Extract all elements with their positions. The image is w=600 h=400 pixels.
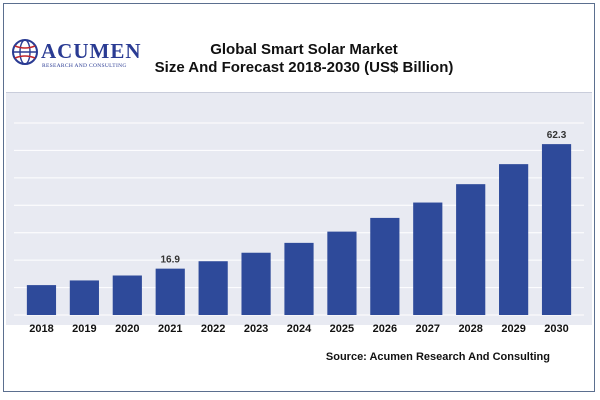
bar-2026 xyxy=(370,217,400,315)
x-tick-label-2030: 2030 xyxy=(544,323,568,335)
logo-tagline: RESEARCH AND CONSULTING xyxy=(42,63,127,69)
x-tick-label-2022: 2022 xyxy=(201,323,225,335)
x-tick-label-2026: 2026 xyxy=(373,323,397,335)
chart-title: Global Smart Solar Market Size And Forec… xyxy=(154,41,454,77)
data-label-2021: 16.9 xyxy=(160,255,180,266)
logo-wordmark: ACUMEN xyxy=(41,39,142,63)
source-note: Source: Acumen Research And Consulting xyxy=(325,351,550,363)
chart-frame: ACUMEN RESEARCH AND CONSULTING Global Sm… xyxy=(3,3,595,392)
bar-2030 xyxy=(541,144,572,315)
company-logo: ACUMEN RESEARCH AND CONSULTING xyxy=(11,36,141,76)
chart-title-line-1: Global Smart Solar Market xyxy=(210,41,398,58)
x-tick-label-2024: 2024 xyxy=(287,323,312,335)
x-tick-label-2028: 2028 xyxy=(458,323,482,335)
x-tick-label-2020: 2020 xyxy=(115,323,139,335)
bar-2022 xyxy=(198,261,228,315)
bar-2018 xyxy=(26,285,57,315)
bar-2024 xyxy=(284,242,314,315)
bar-2021 xyxy=(155,268,185,315)
data-label-2030: 62.3 xyxy=(547,130,567,141)
bar-2025 xyxy=(327,231,357,315)
plot-area: 16.9 62.3 xyxy=(6,92,592,325)
globe-logo-icon xyxy=(12,39,38,65)
bar-2020 xyxy=(112,275,142,315)
bar-2019 xyxy=(69,280,99,315)
bar-2029 xyxy=(499,164,529,315)
bar-2027 xyxy=(413,202,443,315)
x-tick-label-2018: 2018 xyxy=(29,323,53,335)
bar-chart: 16.9 62.3 xyxy=(14,122,584,316)
bar-2023 xyxy=(241,252,271,315)
x-tick-label-2025: 2025 xyxy=(330,323,354,335)
bar-2028 xyxy=(456,184,486,315)
x-tick-label-2023: 2023 xyxy=(244,323,268,335)
x-tick-label-2019: 2019 xyxy=(72,323,96,335)
x-axis-labels: 2018 2019 2020 2021 2022 2023 2024 2025 2026 2027… xyxy=(29,323,569,335)
x-tick-label-2027: 2027 xyxy=(416,323,440,335)
chart-header: ACUMEN RESEARCH AND CONSULTING Global Sm… xyxy=(4,4,594,88)
x-tick-label-2029: 2029 xyxy=(501,323,525,335)
x-tick-label-2021: 2021 xyxy=(158,323,182,335)
chart-title-line-2: Size And Forecast 2018-2030 (US$ Billion… xyxy=(154,59,454,76)
